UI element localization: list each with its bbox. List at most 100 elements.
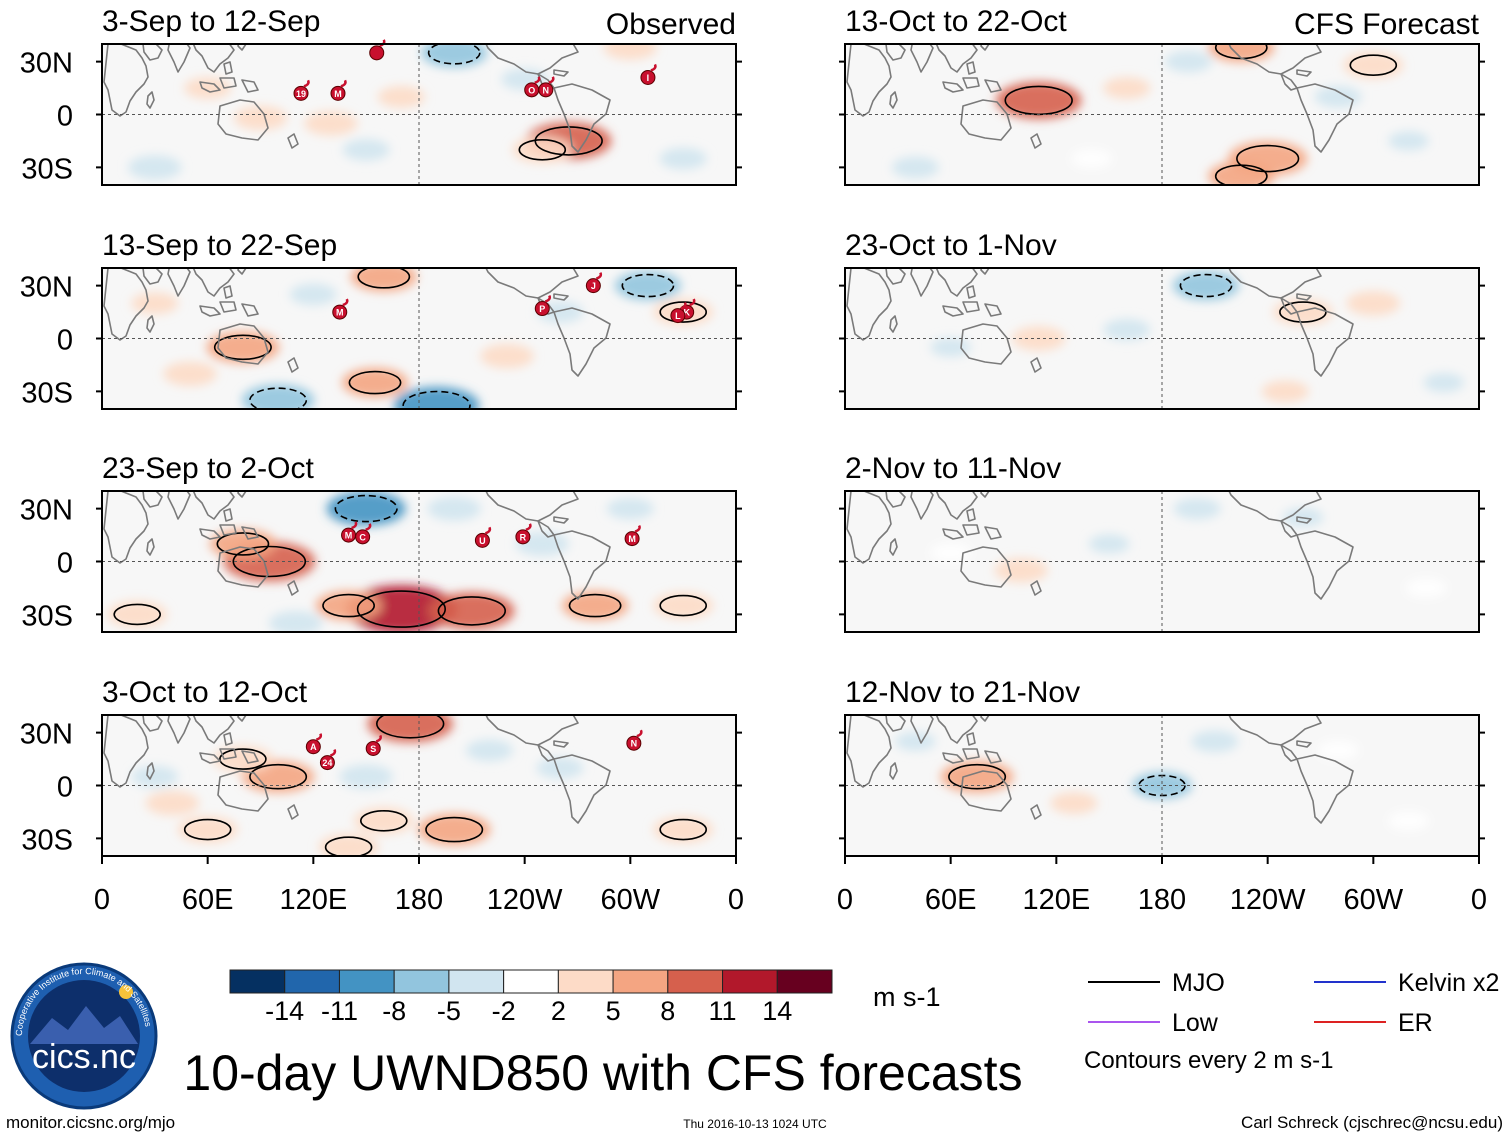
storm-tail <box>650 63 657 72</box>
panel-title: 3-Oct to 12-Oct <box>102 676 308 709</box>
storm-symbol <box>474 532 490 548</box>
map-content <box>102 44 736 185</box>
storm-marker: M <box>624 525 641 547</box>
mjo-contour <box>357 268 411 289</box>
map-content <box>845 715 1479 856</box>
wind-anomaly <box>268 611 323 632</box>
storm-symbol <box>305 739 321 755</box>
mjo-contour <box>249 763 308 790</box>
mjo-contour <box>359 809 408 832</box>
panel-1: 19 M O N I 3-Sep to 12-Sep Observed 30N 0 30S <box>20 5 742 186</box>
wind-anomaly <box>339 764 394 789</box>
wind-anomaly <box>163 361 217 386</box>
wind-anomaly <box>1346 291 1401 316</box>
colorbar-label: 8 <box>660 996 675 1026</box>
storm-marker <box>369 39 386 61</box>
lat-tick-label: 30N <box>20 48 73 80</box>
colorbar-swatch <box>612 969 669 994</box>
wind-anomaly <box>233 105 288 131</box>
wind-anomaly <box>1191 730 1239 753</box>
storm-tail <box>634 525 641 533</box>
wind-anomaly <box>241 384 315 409</box>
map-content <box>845 491 1479 632</box>
storm-marker: M <box>332 298 349 320</box>
wind-anomaly <box>1164 50 1212 73</box>
mjo-contour <box>183 818 232 841</box>
colorbar-units: m s-1 <box>873 982 941 1012</box>
mjo-contour <box>402 390 471 409</box>
lat-tick-label: 30S <box>21 377 73 409</box>
storm-symbol <box>355 529 371 545</box>
storm-marker: A <box>305 733 323 755</box>
wind-anomaly <box>367 715 453 743</box>
legend-label: Kelvin x2 <box>1398 969 1499 997</box>
wind-anomaly <box>342 138 390 161</box>
panel-title: 13-Oct to 22-Oct <box>845 5 1067 38</box>
colorbar-swatch <box>284 969 340 994</box>
map-content <box>102 715 736 856</box>
mjo-contour <box>216 532 270 556</box>
mjo-contour <box>324 836 373 856</box>
storm-symbol <box>640 69 656 85</box>
mjo-contour <box>356 590 447 628</box>
wind-anomaly <box>341 367 409 398</box>
website-label: monitor.cicsnc.org/mjo <box>6 1113 175 1132</box>
storm-letter: M <box>345 531 353 541</box>
lon-tick-label: 0 <box>94 884 110 916</box>
wind-anomaly <box>184 77 232 99</box>
mjo-contour <box>659 301 708 323</box>
lon-tick-label: 180 <box>1138 884 1186 916</box>
storm-letter: J <box>591 281 596 291</box>
storm-letter: 19 <box>296 89 306 99</box>
mjo-contour <box>213 334 272 361</box>
colorbar-label: -8 <box>382 996 406 1026</box>
panel-6: 2-Nov to 11-Nov <box>839 452 1485 633</box>
mjo-contour <box>1349 54 1398 76</box>
mjo-contour <box>1214 164 1268 185</box>
storm-letter: R <box>520 532 527 542</box>
panel-2: 13-Oct to 22-Oct CFS Forecast <box>839 5 1485 186</box>
mjo-contour <box>334 494 398 523</box>
mjo-contour <box>232 545 307 578</box>
colorbar-swatch <box>557 969 614 994</box>
wind-anomaly <box>1423 373 1465 393</box>
legend: MJO Kelvin x2 Low ER Contours every 2 m s-1 <box>1084 969 1499 1074</box>
storm-tail <box>351 521 358 530</box>
wind-anomaly <box>1173 497 1221 520</box>
storm-letter: C <box>359 532 366 542</box>
wind-anomaly <box>421 44 488 68</box>
lon-tick-label: 120W <box>487 884 563 916</box>
wind-anomaly <box>614 270 682 301</box>
map-content <box>102 268 736 409</box>
mjo-contour <box>376 715 445 739</box>
storm-marker: M <box>330 79 347 101</box>
mjo-contour <box>249 387 308 409</box>
colorbar-label: -14 <box>265 996 304 1026</box>
lon-tick-label: 60W <box>601 884 661 916</box>
lon-tick-label: 120E <box>1022 884 1090 916</box>
panel-title: 23-Oct to 1-Nov <box>845 229 1057 262</box>
storm-tail <box>548 76 555 85</box>
wind-anomaly <box>429 592 515 630</box>
lat-tick-label: 0 <box>57 101 73 133</box>
legend-label: Low <box>1172 1009 1219 1037</box>
wind-anomaly <box>289 283 337 306</box>
anomaly-field <box>128 44 707 180</box>
wind-anomaly <box>1314 86 1362 108</box>
mjo-contour <box>1179 273 1233 298</box>
panel-title: 23-Sep to 2-Oct <box>102 452 314 485</box>
storm-marker: P <box>534 294 552 317</box>
wind-anomaly <box>1088 534 1130 554</box>
storm-tail <box>544 294 552 303</box>
storm-letter: N <box>543 85 550 95</box>
wind-anomaly <box>603 44 658 60</box>
storm-marker: C <box>355 523 372 545</box>
wind-anomaly <box>1405 578 1447 598</box>
wind-anomaly <box>995 81 1082 120</box>
lat-tick-label: 30N <box>20 495 73 527</box>
colorbar-swatch <box>393 969 450 994</box>
wind-anomaly <box>304 111 358 136</box>
storm-letter: U <box>479 536 486 546</box>
storm-symbol <box>330 85 346 101</box>
logo-label: cics.nc <box>32 1038 136 1076</box>
